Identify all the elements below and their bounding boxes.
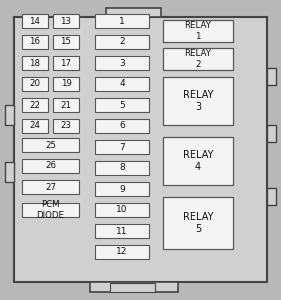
Text: 20: 20 [30, 80, 40, 88]
Text: 23: 23 [60, 122, 71, 130]
Bar [95, 35, 149, 49]
Text: 16: 16 [30, 38, 40, 46]
Bar [95, 98, 149, 112]
Bar [95, 203, 149, 217]
Text: RELAY
1: RELAY 1 [185, 21, 212, 41]
Text: 12: 12 [116, 248, 128, 256]
Bar [22, 159, 79, 173]
Text: 8: 8 [119, 164, 125, 172]
Text: 11: 11 [116, 226, 128, 236]
Bar [95, 119, 149, 133]
Bar [53, 14, 79, 28]
Text: 9: 9 [119, 184, 125, 194]
Text: 26: 26 [45, 161, 56, 170]
Text: 15: 15 [60, 38, 71, 46]
Text: 6: 6 [119, 122, 125, 130]
Bar [95, 161, 149, 175]
Text: RELAY
5: RELAY 5 [183, 212, 213, 234]
Text: 18: 18 [30, 58, 40, 68]
Bar [53, 77, 79, 91]
Bar [22, 77, 48, 91]
Bar [22, 119, 48, 133]
Bar [95, 14, 149, 28]
Bar [22, 138, 79, 152]
Text: 17: 17 [60, 58, 71, 68]
Text: 24: 24 [30, 122, 40, 130]
Text: 5: 5 [119, 100, 125, 109]
Text: PCM
DIODE: PCM DIODE [37, 200, 65, 220]
Text: 27: 27 [45, 182, 56, 191]
Bar [22, 180, 79, 194]
Text: RELAY
2: RELAY 2 [185, 49, 212, 69]
Bar [106, 8, 161, 17]
Bar [53, 98, 79, 112]
Bar [22, 98, 48, 112]
Bar [53, 56, 79, 70]
Text: RELAY
3: RELAY 3 [183, 90, 213, 112]
Text: 22: 22 [30, 100, 40, 109]
Bar [95, 77, 149, 91]
Bar [5, 162, 14, 182]
Bar [22, 14, 48, 28]
Text: 2: 2 [119, 38, 125, 46]
Bar [110, 283, 155, 292]
Text: 25: 25 [45, 140, 56, 149]
Bar [22, 203, 79, 217]
Bar [14, 17, 267, 282]
Bar [163, 77, 233, 125]
Text: 3: 3 [119, 58, 125, 68]
Text: 14: 14 [30, 16, 40, 26]
Text: 13: 13 [60, 16, 71, 26]
Bar [267, 125, 276, 142]
Bar [22, 56, 48, 70]
Bar [95, 140, 149, 154]
Bar [5, 105, 14, 125]
Text: 4: 4 [119, 80, 125, 88]
Text: 7: 7 [119, 142, 125, 152]
Bar [163, 197, 233, 249]
Text: 10: 10 [116, 206, 128, 214]
Bar [163, 137, 233, 185]
Bar [95, 224, 149, 238]
Bar [90, 282, 178, 292]
Bar [163, 20, 233, 42]
Bar [95, 182, 149, 196]
Text: 1: 1 [119, 16, 125, 26]
Bar [95, 245, 149, 259]
Bar [267, 68, 276, 85]
Bar [53, 35, 79, 49]
Bar [53, 119, 79, 133]
Bar [267, 188, 276, 205]
Bar [22, 35, 48, 49]
Bar [95, 56, 149, 70]
Bar [163, 48, 233, 70]
Text: 19: 19 [61, 80, 71, 88]
Text: RELAY
4: RELAY 4 [183, 150, 213, 172]
Text: 21: 21 [60, 100, 71, 109]
